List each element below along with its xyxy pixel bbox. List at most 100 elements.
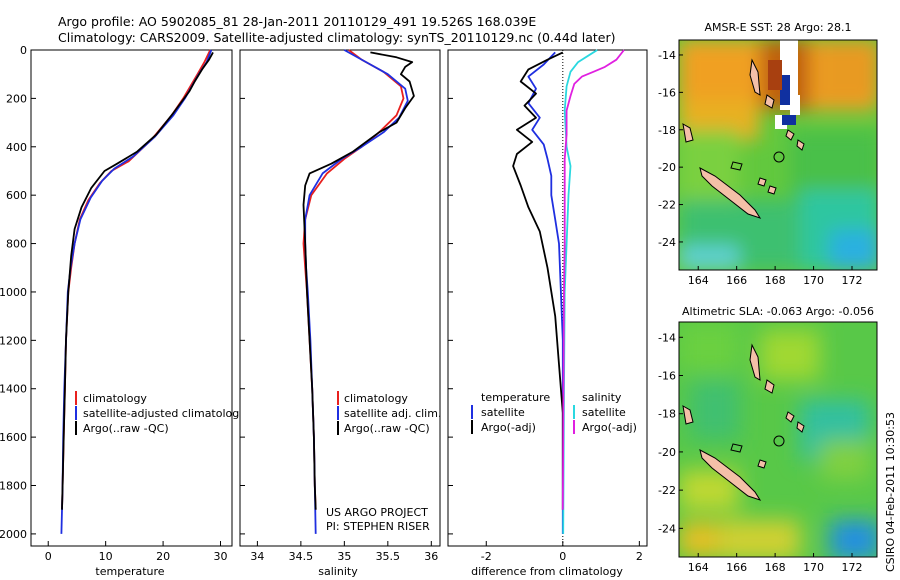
sla-map-axes: 164 166 168 170 172 -14 -16 -18 -20 -22 -24 — [658, 331, 862, 574]
y-tick-label: -14 — [658, 331, 676, 344]
y-tick-label: -16 — [658, 86, 676, 99]
salinity-legend: climatology satellite adj. clim. Argo(..… — [337, 391, 441, 435]
temperature-x-axis: 0 10 20 30 — [45, 541, 228, 563]
x-tick-label: 2 — [636, 550, 643, 563]
legend-label-sal-argo: Argo(-adj) — [582, 421, 637, 434]
y-tick-label: 2000 — [0, 528, 27, 541]
island — [757, 459, 767, 469]
y-tick-label: -16 — [658, 369, 676, 382]
x-tick-label: 34.5 — [289, 550, 314, 563]
y-tick-label: -20 — [658, 446, 676, 459]
legend-label-satellite: satellite-adjusted climatology — [83, 407, 246, 420]
x-tick-label: 168 — [765, 274, 786, 287]
new-caledonia-island — [699, 449, 762, 501]
x-tick-label: 172 — [842, 561, 863, 574]
reef-outline — [730, 161, 743, 171]
island — [785, 129, 795, 141]
argo-position-marker — [773, 151, 785, 163]
x-tick-label: 10 — [99, 550, 113, 563]
y-tick-label: 1600 — [0, 431, 27, 444]
sst-map: AMSR-E SST: 28 Argo: 28.1 — [658, 21, 878, 287]
island — [749, 58, 761, 96]
temperature-series — [60, 49, 214, 534]
salinity-x-label: salinity — [318, 565, 358, 578]
legend-label-argo: Argo(..raw -QC) — [83, 422, 169, 435]
island — [785, 411, 795, 423]
difference-series — [512, 49, 625, 534]
series-line-argo-raw-qc — [302, 51, 415, 510]
x-tick-label: 30 — [214, 550, 228, 563]
island — [767, 185, 777, 195]
sla-field — [679, 322, 877, 557]
temperature-x-label: temperature — [95, 565, 164, 578]
difference-axes-frame — [447, 49, 648, 547]
island — [796, 421, 805, 433]
salinity-x-axis: 34 34.5 35 35.5 36 — [250, 541, 438, 563]
difference-x-label: difference from climatology — [471, 565, 623, 578]
legend-label-temp-argo: Argo(-adj) — [481, 421, 536, 434]
difference-legend: temperature satellite Argo(-adj) salinit… — [471, 391, 637, 434]
x-tick-label: 0 — [559, 550, 566, 563]
new-caledonia-island — [699, 167, 762, 219]
x-tick-label: 164 — [688, 561, 709, 574]
header-line-2: Climatology: CARS2009. Satellite-adjuste… — [58, 30, 615, 45]
sla-map: Altimetric SLA: -0.063 Argo: -0.056 — [658, 305, 878, 574]
x-tick-label: 164 — [688, 274, 709, 287]
salinity-axes-frame — [239, 49, 441, 547]
depth-axis: 0 200 400 600 800 1000 1200 1400 1600 1800 2000 — [0, 44, 36, 541]
sst-map-axes: 164 166 168 170 172 -14 -16 -18 -20 -22 -24 — [658, 49, 862, 287]
temperature-panel: 0 200 400 600 800 1000 1200 1400 1600 1800 2000 0 1… — [0, 44, 246, 578]
sla-map-title: Altimetric SLA: -0.063 Argo: -0.056 — [682, 305, 874, 318]
y-tick-label: 1000 — [0, 286, 27, 299]
series-line-argo-raw-qc — [61, 51, 214, 510]
temperature-axes-frame — [30, 49, 233, 547]
y-tick-label: 0 — [20, 44, 27, 57]
sst-field — [679, 40, 877, 270]
y-tick-label: -24 — [658, 522, 676, 535]
salinity-panel: 34 34.5 35 35.5 36 salinity climatology sate… — [239, 49, 441, 578]
legend-label-satellite: satellite adj. clim. — [344, 407, 441, 420]
x-tick-label: 36 — [424, 550, 438, 563]
island — [796, 139, 805, 151]
series-line-salinity-argo-adj — [561, 49, 625, 510]
sst-map-title: AMSR-E SST: 28 Argo: 28.1 — [704, 21, 851, 34]
legend-label-argo: Argo(..raw -QC) — [344, 422, 430, 435]
y-tick-label: 400 — [6, 141, 27, 154]
x-tick-label: 166 — [726, 561, 747, 574]
y-tick-label: -18 — [658, 124, 676, 137]
legend-label-sal-satellite: satellite — [582, 406, 626, 419]
y-tick-label: 1800 — [0, 480, 27, 493]
x-tick-label: 0 — [45, 550, 52, 563]
y-tick-label: 1400 — [0, 383, 27, 396]
reef-outline — [730, 443, 743, 453]
y-tick-label: -14 — [658, 49, 676, 62]
series-line-temperature-argo-adj — [512, 51, 564, 510]
y-tick-label: -18 — [658, 408, 676, 421]
y-tick-label: 800 — [6, 238, 27, 251]
argo-position-marker — [773, 435, 785, 447]
island — [757, 177, 767, 187]
legend-title-salinity: salinity — [582, 391, 622, 404]
y-tick-label: -20 — [658, 161, 676, 174]
x-tick-label: 168 — [765, 561, 786, 574]
x-tick-label: 34 — [250, 550, 264, 563]
x-tick-label: 172 — [842, 274, 863, 287]
x-tick-label: 170 — [803, 561, 824, 574]
x-tick-label: 35.5 — [376, 550, 401, 563]
x-tick-label: 166 — [726, 274, 747, 287]
x-tick-label: 20 — [156, 550, 170, 563]
legend-label-climatology: climatology — [83, 392, 147, 405]
project-annotation: US ARGO PROJECT — [326, 506, 428, 519]
timestamp-stamp: CSIRO 04-Feb-2011 10:30:53 — [884, 412, 897, 572]
pi-annotation: PI: STEPHEN RISER — [326, 520, 430, 533]
island — [749, 343, 761, 381]
y-tick-label: 1200 — [0, 334, 27, 347]
sla-map-frame — [678, 321, 878, 558]
salinity-depth-ticks — [240, 49, 245, 535]
y-tick-label: -22 — [658, 484, 676, 497]
temperature-legend: climatology satellite-adjusted climatolo… — [75, 391, 246, 435]
header-line-1: Argo profile: AO 5902085_81 28-Jan-2011 … — [58, 14, 536, 29]
difference-depth-ticks — [448, 49, 453, 535]
island — [682, 405, 694, 425]
